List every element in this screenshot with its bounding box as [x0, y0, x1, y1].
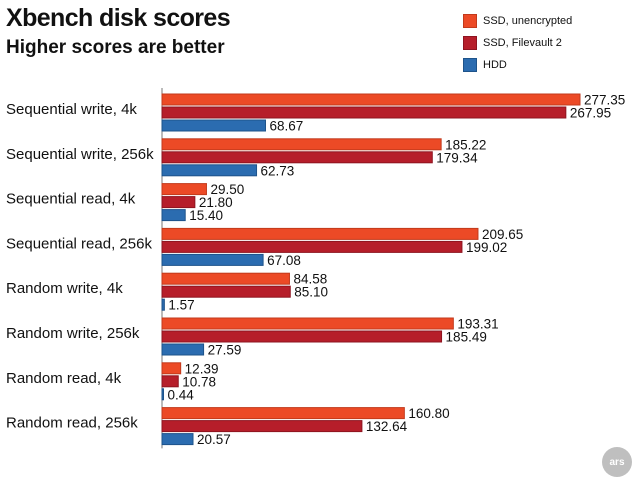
bar-sequential-read-4k-series-2 [161, 209, 186, 222]
ars-logo: ars [602, 447, 632, 477]
value-label-sequential-write-4k-series-2: 68.67 [269, 119, 303, 134]
legend-item-ssd-unencrypted: SSD, unencrypted [463, 13, 572, 29]
bar-sequential-write-4k-series-1 [161, 106, 567, 119]
bar-random-write-256k-series-0 [161, 317, 454, 330]
value-label-random-write-256k-series-1: 185.49 [446, 330, 487, 345]
bar-random-write-4k-series-1 [161, 285, 291, 298]
legend: SSD, unencrypted SSD, Filevault 2 HDD [463, 13, 572, 79]
value-label-sequential-write-256k-series-0: 185.22 [445, 137, 486, 152]
bar-sequential-write-256k-series-1 [161, 151, 433, 164]
value-label-sequential-read-256k-series-1: 199.02 [466, 240, 507, 255]
bar-random-write-4k-series-0 [161, 272, 290, 285]
value-label-random-write-4k-series-0: 84.58 [293, 272, 327, 287]
legend-swatch-ssd-filevault [463, 36, 477, 50]
bar-random-read-4k-series-1 [161, 375, 179, 388]
legend-item-ssd-filevault: SSD, Filevault 2 [463, 35, 572, 51]
category-label-sequential-read-256k: Sequential read, 256k [6, 235, 152, 252]
value-label-sequential-write-4k-series-1: 267.95 [570, 106, 611, 121]
bar-random-read-256k-series-0 [161, 407, 405, 420]
bar-sequential-write-4k-series-2 [161, 119, 266, 132]
value-label-random-read-256k-series-2: 20.57 [197, 432, 231, 447]
value-label-random-write-256k-series-2: 27.59 [208, 343, 242, 358]
bar-sequential-read-256k-series-2 [161, 253, 264, 266]
value-label-sequential-write-256k-series-1: 179.34 [436, 150, 478, 165]
value-label-random-read-4k-series-1: 10.78 [182, 374, 216, 389]
bar-random-read-4k-series-0 [161, 362, 182, 375]
bar-random-write-4k-series-2 [161, 298, 165, 311]
value-label-random-read-256k-series-1: 132.64 [366, 419, 408, 434]
category-label-random-read-4k: Random read, 4k [6, 370, 122, 387]
value-label-random-write-256k-series-0: 193.31 [457, 317, 498, 332]
value-label-sequential-read-256k-series-2: 67.08 [267, 253, 301, 268]
bar-random-read-256k-series-1 [161, 420, 363, 433]
value-label-sequential-write-4k-series-0: 277.35 [584, 93, 625, 108]
value-label-random-read-4k-series-0: 12.39 [185, 361, 219, 376]
legend-label-hdd: HDD [483, 59, 507, 71]
category-label-sequential-read-4k: Sequential read, 4k [6, 191, 136, 208]
category-label-sequential-write-256k: Sequential write, 256k [6, 146, 154, 163]
chart-title: Xbench disk scores [6, 4, 231, 32]
bar-sequential-read-256k-series-0 [161, 227, 479, 240]
category-label-random-read-256k: Random read, 256k [6, 415, 138, 432]
chart-subtitle: Higher scores are better [6, 37, 225, 58]
value-label-random-read-4k-series-2: 0.44 [168, 387, 195, 402]
value-label-random-write-4k-series-2: 1.57 [168, 298, 194, 313]
value-label-sequential-read-256k-series-0: 209.65 [482, 227, 523, 242]
value-label-sequential-write-256k-series-2: 62.73 [261, 163, 295, 178]
legend-label-ssd-unencrypted: SSD, unencrypted [483, 15, 573, 27]
bar-sequential-read-4k-series-0 [161, 183, 207, 196]
bar-sequential-write-256k-series-0 [161, 138, 442, 151]
bar-sequential-write-4k-series-0 [161, 93, 581, 106]
bar-random-write-256k-series-2 [161, 343, 205, 356]
legend-item-hdd: HDD [463, 57, 572, 73]
category-label-sequential-write-4k: Sequential write, 4k [6, 101, 137, 118]
value-label-random-read-256k-series-0: 160.80 [408, 406, 449, 421]
legend-swatch-hdd [463, 58, 477, 72]
bar-sequential-write-256k-series-2 [161, 164, 258, 177]
bar-random-write-256k-series-1 [161, 330, 443, 343]
category-label-random-write-4k: Random write, 4k [6, 280, 123, 297]
category-label-random-write-256k: Random write, 256k [6, 325, 140, 342]
value-label-random-write-4k-series-1: 85.10 [294, 285, 328, 300]
value-label-sequential-read-4k-series-0: 29.50 [210, 182, 244, 197]
value-label-sequential-read-4k-series-1: 21.80 [199, 195, 233, 210]
bar-sequential-read-256k-series-1 [161, 240, 463, 253]
bar-random-read-4k-series-2 [161, 388, 164, 401]
bar-random-read-256k-series-2 [161, 433, 194, 446]
legend-swatch-ssd-unencrypted [463, 14, 477, 28]
bar-sequential-read-4k-series-1 [161, 196, 196, 209]
legend-label-ssd-filevault: SSD, Filevault 2 [483, 37, 562, 49]
value-label-sequential-read-4k-series-2: 15.40 [189, 208, 223, 223]
